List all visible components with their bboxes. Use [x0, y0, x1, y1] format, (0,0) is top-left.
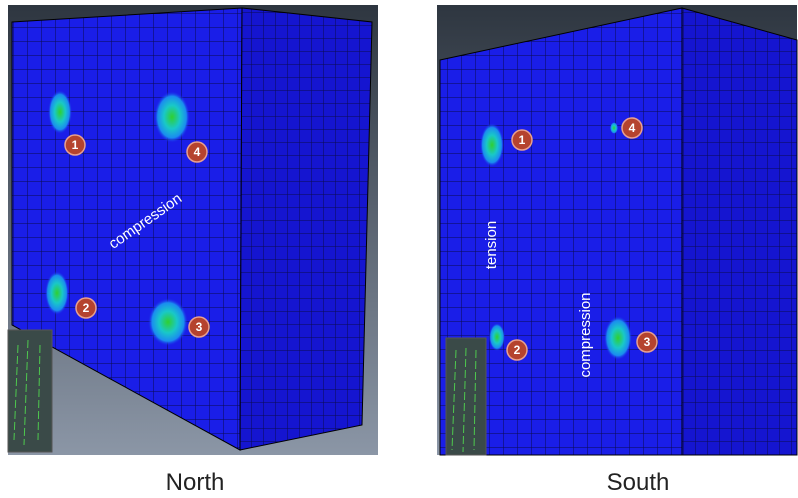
stress-spot	[480, 123, 504, 167]
panel-caption: North	[166, 469, 225, 496]
marker-number: 4	[629, 121, 636, 135]
panel-caption: South	[607, 469, 670, 496]
side-face	[240, 8, 372, 450]
figure: compression1234Northtensioncompression12…	[0, 0, 798, 498]
stress-spot	[610, 122, 618, 134]
marker-number: 1	[72, 138, 79, 152]
marker-number: 3	[644, 335, 651, 349]
stress-spot	[604, 316, 632, 360]
side-face	[682, 8, 797, 455]
annotation: compression	[577, 292, 594, 377]
stress-spot	[148, 298, 188, 346]
marker-number: 3	[196, 320, 203, 334]
stress-spot	[154, 91, 190, 143]
stress-spot	[45, 271, 69, 315]
stress-spot	[48, 90, 72, 134]
marker-number: 4	[194, 145, 201, 159]
marker-number: 2	[514, 343, 521, 357]
north-panel	[8, 5, 378, 455]
annotation: tension	[483, 221, 500, 269]
stress-spot	[489, 323, 505, 351]
marker-number: 1	[519, 133, 526, 147]
marker-number: 2	[83, 301, 90, 315]
